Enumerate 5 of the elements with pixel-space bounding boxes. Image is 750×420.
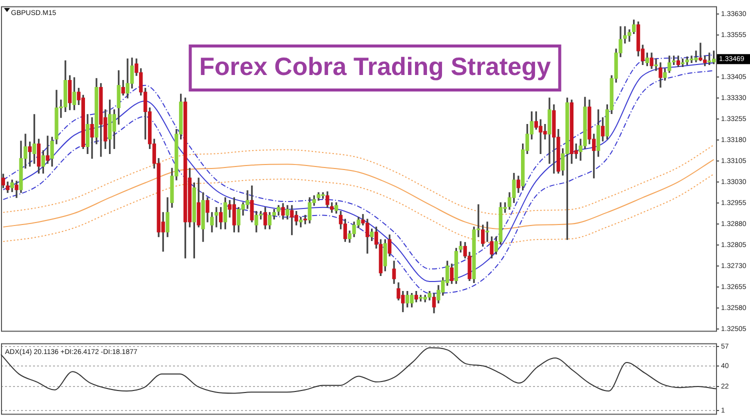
line-series [2,144,714,215]
line-series [0,347,716,394]
line-series [2,174,714,244]
text: Forex Cobra Trading Strategy [199,52,551,81]
line-series [2,159,714,230]
